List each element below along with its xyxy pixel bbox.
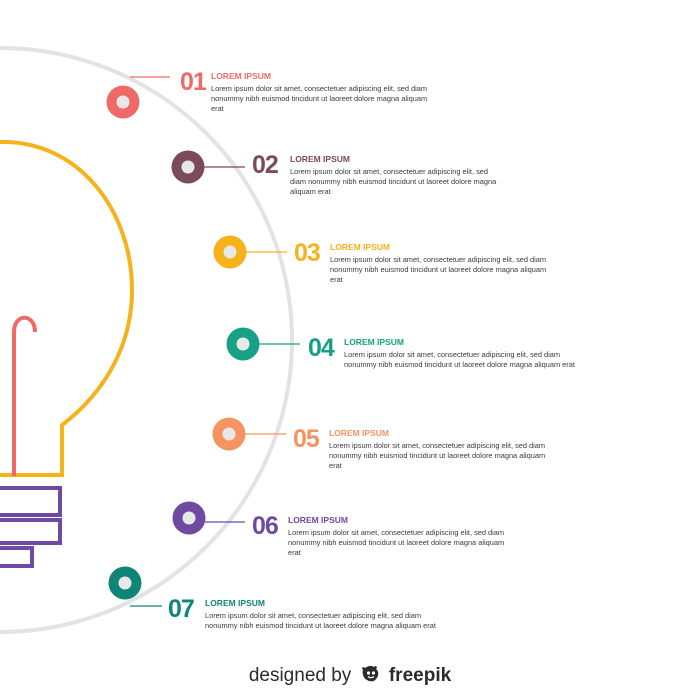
freepik-logo-icon bbox=[361, 665, 378, 682]
footer-credit: designed by freepik bbox=[0, 664, 700, 687]
lightbulb-filament bbox=[12, 315, 37, 476]
step-title: LOREM IPSUM bbox=[329, 428, 389, 438]
step-number: 03 bbox=[294, 239, 321, 267]
step-title: LOREM IPSUM bbox=[288, 515, 348, 525]
step-marker-center bbox=[118, 576, 132, 590]
step-marker-center bbox=[116, 95, 130, 109]
step-description: Lorem ipsum dolor sit amet, consectetuer… bbox=[329, 441, 546, 470]
step-description: Lorem ipsum dolor sit amet, consectetuer… bbox=[330, 255, 547, 284]
timeline-arc bbox=[0, 46, 294, 634]
step-marker-center bbox=[236, 337, 250, 351]
step-title: LOREM IPSUM bbox=[211, 71, 271, 81]
step-description: Lorem ipsum dolor sit amet, consectetuer… bbox=[344, 350, 575, 369]
step-description: Lorem ipsum dolor sit amet, consectetuer… bbox=[290, 167, 497, 196]
step-number: 02 bbox=[252, 151, 279, 179]
step-marker-center bbox=[181, 160, 195, 174]
step-number: 04 bbox=[308, 334, 335, 362]
step-marker-center bbox=[182, 511, 196, 525]
footer-brand: freepik bbox=[388, 665, 452, 686]
step-title: LOREM IPSUM bbox=[330, 242, 390, 252]
step-description: Lorem ipsum dolor sit amet, consectetuer… bbox=[288, 528, 505, 557]
step-marker-center bbox=[223, 245, 237, 259]
step-marker-center bbox=[222, 427, 236, 441]
step-title: LOREM IPSUM bbox=[205, 598, 265, 608]
step-markers bbox=[106, 76, 300, 607]
step-number: 05 bbox=[293, 425, 320, 453]
step-title: LOREM IPSUM bbox=[344, 337, 404, 347]
step-number: 06 bbox=[252, 512, 279, 540]
footer-prefix: designed by bbox=[248, 665, 352, 686]
lightbulb-outline bbox=[0, 139, 135, 477]
step-number: 01 bbox=[180, 68, 207, 96]
lightbulb-base bbox=[0, 486, 62, 568]
step-title: LOREM IPSUM bbox=[290, 154, 350, 164]
step-description: Lorem ipsum dolor sit amet, consectetuer… bbox=[205, 611, 436, 630]
step-number: 07 bbox=[168, 595, 195, 623]
step-description: Lorem ipsum dolor sit amet, consectetuer… bbox=[211, 84, 428, 113]
